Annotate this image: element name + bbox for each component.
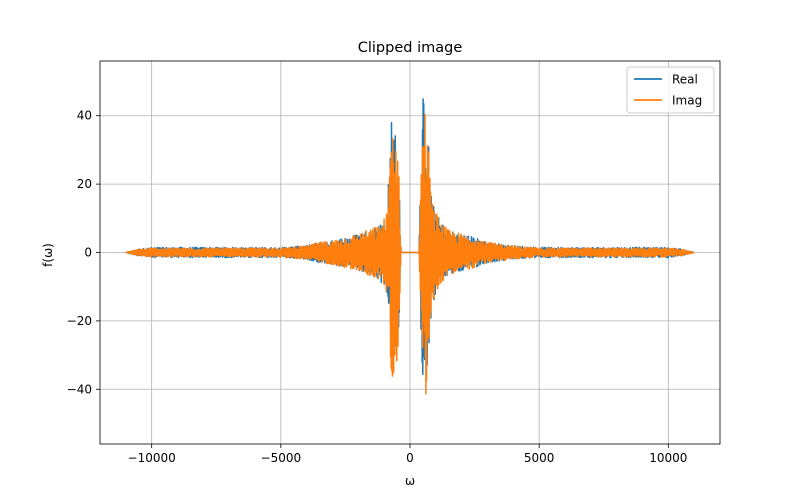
y-tick-label: −40 (67, 382, 92, 396)
legend-label-imag: Imag (672, 94, 702, 108)
series-line-imag (125, 113, 695, 395)
axis-ticks: −10000 −5000 0 5000 10000 −40 −20 0 20 40 (67, 109, 688, 465)
x-tick-label: −5000 (261, 451, 302, 465)
x-tick-label: 5000 (524, 451, 555, 465)
y-tick-label: 0 (84, 246, 92, 260)
y-tick-label: −20 (67, 314, 92, 328)
chart-title: Clipped image (358, 40, 463, 56)
x-tick-label: 0 (406, 451, 414, 465)
y-tick-label: 40 (77, 109, 92, 123)
x-tick-label: 10000 (649, 451, 687, 465)
x-tick-label: −10000 (128, 451, 176, 465)
x-axis-label: ω (405, 474, 415, 488)
y-axis-label: f(ω) (41, 243, 55, 267)
y-tick-label: 20 (77, 177, 92, 191)
legend-label-real: Real (672, 73, 698, 87)
legend: Real Imag (626, 66, 715, 114)
series-layer (125, 98, 695, 395)
